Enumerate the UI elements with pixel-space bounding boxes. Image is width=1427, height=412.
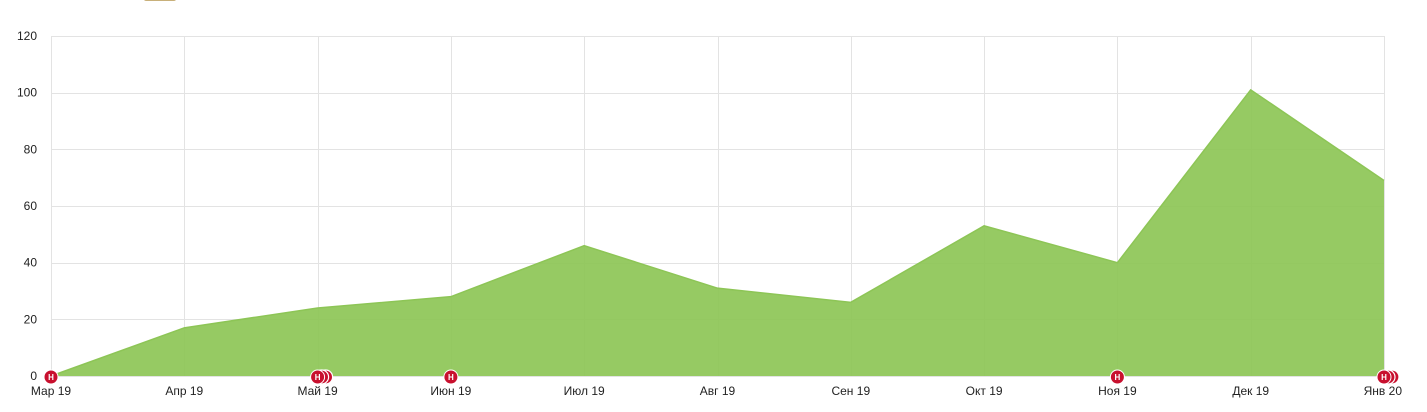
event-marker-letter: Н (1381, 373, 1387, 382)
area-layer (50, 88, 1386, 377)
event-marker-letter: Н (448, 373, 454, 382)
data-point[interactable] (316, 306, 320, 310)
event-marker[interactable]: Н (1376, 369, 1400, 385)
event-marker-dot (43, 369, 59, 385)
data-point[interactable] (182, 326, 186, 330)
data-point[interactable] (1382, 179, 1386, 183)
x-tick-label: Окт 19 (966, 384, 1003, 398)
x-tick-label: Сен 19 (831, 384, 870, 398)
x-axis: Мар 19 Апр 19 Май 19 Июн 19 Июл 19 Авг 19 Сен … (31, 384, 1402, 398)
x-tick-label: Ноя 19 (1098, 384, 1137, 398)
data-point[interactable] (582, 244, 586, 248)
event-marker[interactable]: Н (310, 369, 334, 385)
x-tick-label: Авг 19 (700, 384, 736, 398)
event-marker-dot (1376, 369, 1392, 385)
legend-swatch (144, 0, 176, 1)
event-marker-letter: Н (1115, 373, 1121, 382)
area-series-line (50, 88, 1385, 377)
y-tick-label: 60 (24, 199, 38, 213)
event-marker-letter: Н (48, 373, 54, 382)
area-series (51, 89, 1384, 376)
x-tick-label: Июл 19 (564, 384, 605, 398)
data-point[interactable] (1115, 261, 1119, 265)
y-tick-label: 80 (24, 142, 38, 156)
data-point[interactable] (982, 224, 986, 228)
event-marker[interactable]: Н (43, 369, 59, 385)
event-marker[interactable]: Н (1109, 369, 1125, 385)
y-axis: 0 20 40 60 80 100 120 (17, 29, 37, 383)
x-tick-label: Янв 20 (1364, 384, 1403, 398)
y-tick-label: 120 (17, 29, 37, 43)
x-tick-label: Мар 19 (31, 384, 71, 398)
data-point[interactable] (849, 300, 853, 304)
y-tick-label: 40 (24, 256, 38, 270)
y-tick-label: 20 (24, 312, 38, 326)
data-point[interactable] (1249, 88, 1253, 92)
y-tick-label: 0 (30, 369, 37, 383)
x-tick-label: Апр 19 (165, 384, 203, 398)
y-tick-label: 100 (17, 86, 37, 100)
event-marker[interactable]: Н (443, 369, 459, 385)
event-marker-dot (1109, 369, 1125, 385)
data-point[interactable] (449, 295, 453, 299)
event-marker-letter: Н (315, 373, 321, 382)
data-point[interactable] (716, 286, 720, 290)
x-tick-label: Май 19 (297, 384, 338, 398)
event-marker-dot (443, 369, 459, 385)
x-tick-label: Июн 19 (430, 384, 471, 398)
x-tick-label: Дек 19 (1232, 384, 1269, 398)
event-marker-dot (310, 369, 326, 385)
